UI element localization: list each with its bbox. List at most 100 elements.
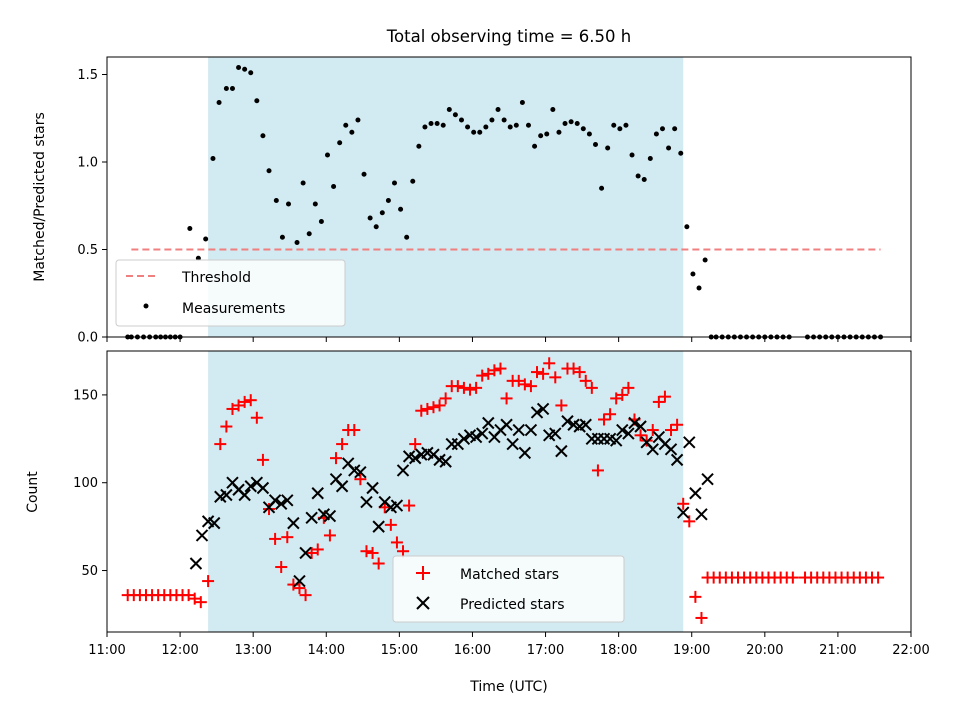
- top-series-0-point-50: [434, 121, 440, 126]
- bottom-series-1-point-19: [305, 511, 318, 525]
- top-series-0-point-24: [273, 198, 279, 203]
- top-series-0-point-73: [574, 121, 580, 126]
- bottom-xtick-label-9: 20:00: [746, 643, 783, 658]
- bottom-series-1-point-22: [323, 509, 337, 523]
- top-series-0-point-93: [696, 285, 702, 291]
- bottom-series-1-point-55: [524, 423, 538, 437]
- bottom-xtick-label-2: 13:00: [234, 643, 271, 658]
- bottom-series-1-point-51: [500, 418, 513, 431]
- bottom-series-1-point-81: [683, 436, 696, 449]
- top-series-0-point-58: [483, 124, 489, 130]
- top-ytick-label-0: 0.0: [77, 331, 98, 346]
- top-series-0-point-46: [410, 178, 416, 184]
- top-series-0-point-86: [653, 131, 659, 137]
- bottom-series-0-point-64: [518, 378, 531, 391]
- bottom-series-0-point-58: [482, 367, 495, 380]
- top-series-0-point-82: [629, 152, 635, 158]
- bottom-xtick-label-4: 15:00: [381, 643, 418, 658]
- bottom-series-0-point-21: [256, 453, 269, 466]
- top-series-0-point-23: [266, 168, 272, 174]
- bottom-series-1-point-30: [372, 520, 385, 533]
- top-series-0-point-37: [355, 117, 361, 123]
- top-series-0-point-79: [611, 122, 617, 128]
- bottom-series-0-point-92: [689, 590, 702, 603]
- bottom-series-0-point-81: [622, 381, 635, 394]
- top-series-0-point-54: [458, 117, 464, 123]
- bottom-series-1-point-15: [281, 494, 294, 507]
- bottom-series-0-point-27: [293, 582, 306, 595]
- bottom-series-1-point-60: [555, 444, 568, 458]
- top-series-0-point-32: [324, 152, 330, 158]
- top-series-0-point-72: [568, 119, 574, 125]
- bottom-xtick-label-3: 14:00: [308, 643, 345, 658]
- top-series-0-point-78: [605, 145, 611, 151]
- bottom-series-0-point-61: [500, 392, 513, 405]
- bottom-series-1-point-46: [469, 430, 483, 444]
- bottom-series-0-point-29: [305, 546, 318, 559]
- bottom-series-1-point-18: [299, 546, 312, 560]
- bottom-series-0-point-85: [646, 424, 659, 437]
- top-series-0-point-51: [440, 122, 446, 128]
- bottom-series-0-point-60: [494, 362, 507, 375]
- top-series-0-point-64: [519, 100, 525, 105]
- bottom-series-0-point-70: [555, 399, 568, 412]
- bottom-series-1-point-52: [506, 437, 519, 451]
- bottom-series-0-point-13: [202, 575, 215, 588]
- top-y-axis-label: Matched/Predicted stars: [32, 112, 48, 282]
- legend-matched-swatch: [416, 566, 430, 580]
- bottom-series-0-point-34: [336, 438, 349, 451]
- top-series-0-point-38: [361, 171, 367, 177]
- top-series-0-point-75: [586, 131, 592, 137]
- bottom-series-0-point-25: [281, 531, 294, 544]
- bottom-series-0-point-10: [182, 589, 195, 602]
- top-panel: 0.0 0.5 1.0 1.5 Total observing time = 6.50…: [32, 27, 912, 346]
- bottom-xtick-label-1: 12:00: [161, 643, 198, 658]
- bottom-series-0-point-108: [786, 571, 799, 584]
- top-series-0-point-15: [216, 100, 222, 105]
- bottom-series-1-point-20: [311, 487, 324, 500]
- bottom-series-0-point-80: [616, 388, 629, 401]
- bottom-series-0-point-72: [567, 362, 580, 375]
- bottom-ytick-label-0: 50: [81, 564, 98, 579]
- bottom-xtick-label-8: 19:00: [673, 643, 710, 658]
- top-series-0-point-19: [242, 66, 248, 72]
- top-series-0-point-81: [623, 122, 629, 128]
- bottom-series-1-point-11: [256, 481, 270, 495]
- bottom-series-0-point-65: [524, 380, 537, 393]
- bottom-series-1-point-5: [220, 488, 233, 502]
- bottom-series-0-point-47: [415, 404, 428, 417]
- top-ytick-label-2: 1.0: [77, 156, 98, 171]
- top-series-0-point-85: [647, 156, 653, 161]
- top-series-0-point-29: [306, 231, 312, 237]
- bottom-series-0-point-59: [488, 364, 501, 377]
- bottom-series-0-point-121: [872, 571, 885, 584]
- bottom-series-1-point-56: [530, 406, 544, 419]
- bottom-series-0-point-89: [671, 418, 684, 431]
- bottom-series-0-point-53: [451, 380, 464, 393]
- bottom-series-0-point-50: [433, 399, 446, 412]
- bottom-series-1-point-8: [238, 488, 251, 502]
- bottom-series-0-point-55: [464, 383, 477, 396]
- bottom-series-1-point-73: [634, 420, 647, 433]
- top-series-0-point-44: [398, 206, 404, 212]
- bottom-series-1-point-83: [695, 508, 708, 521]
- bottom-series-1-point-17: [293, 574, 306, 588]
- top-series-0-point-94: [702, 257, 708, 263]
- bottom-series-0-point-28: [299, 589, 312, 602]
- bottom-series-1-point-57: [536, 402, 550, 416]
- top-series-0-point-89: [672, 126, 678, 132]
- bottom-series-0-point-38: [360, 545, 373, 558]
- top-series-0-point-16: [223, 86, 229, 91]
- top-series-0-point-88: [666, 145, 672, 151]
- bottom-series-0-point-11: [188, 592, 201, 605]
- top-series-0-point-57: [477, 129, 483, 135]
- bottom-series-0-point-79: [610, 392, 623, 405]
- top-series-0-point-90: [678, 150, 684, 156]
- bottom-series-1-point-27: [354, 465, 367, 479]
- legend-matched-label: Matched stars: [460, 567, 559, 583]
- bottom-series-0-point-87: [658, 390, 671, 403]
- top-series-0-point-30: [312, 201, 318, 207]
- bottom-series-1-point-69: [609, 434, 623, 447]
- top-series-0-point-17: [229, 86, 235, 91]
- bottom-series-0-point-77: [598, 413, 611, 426]
